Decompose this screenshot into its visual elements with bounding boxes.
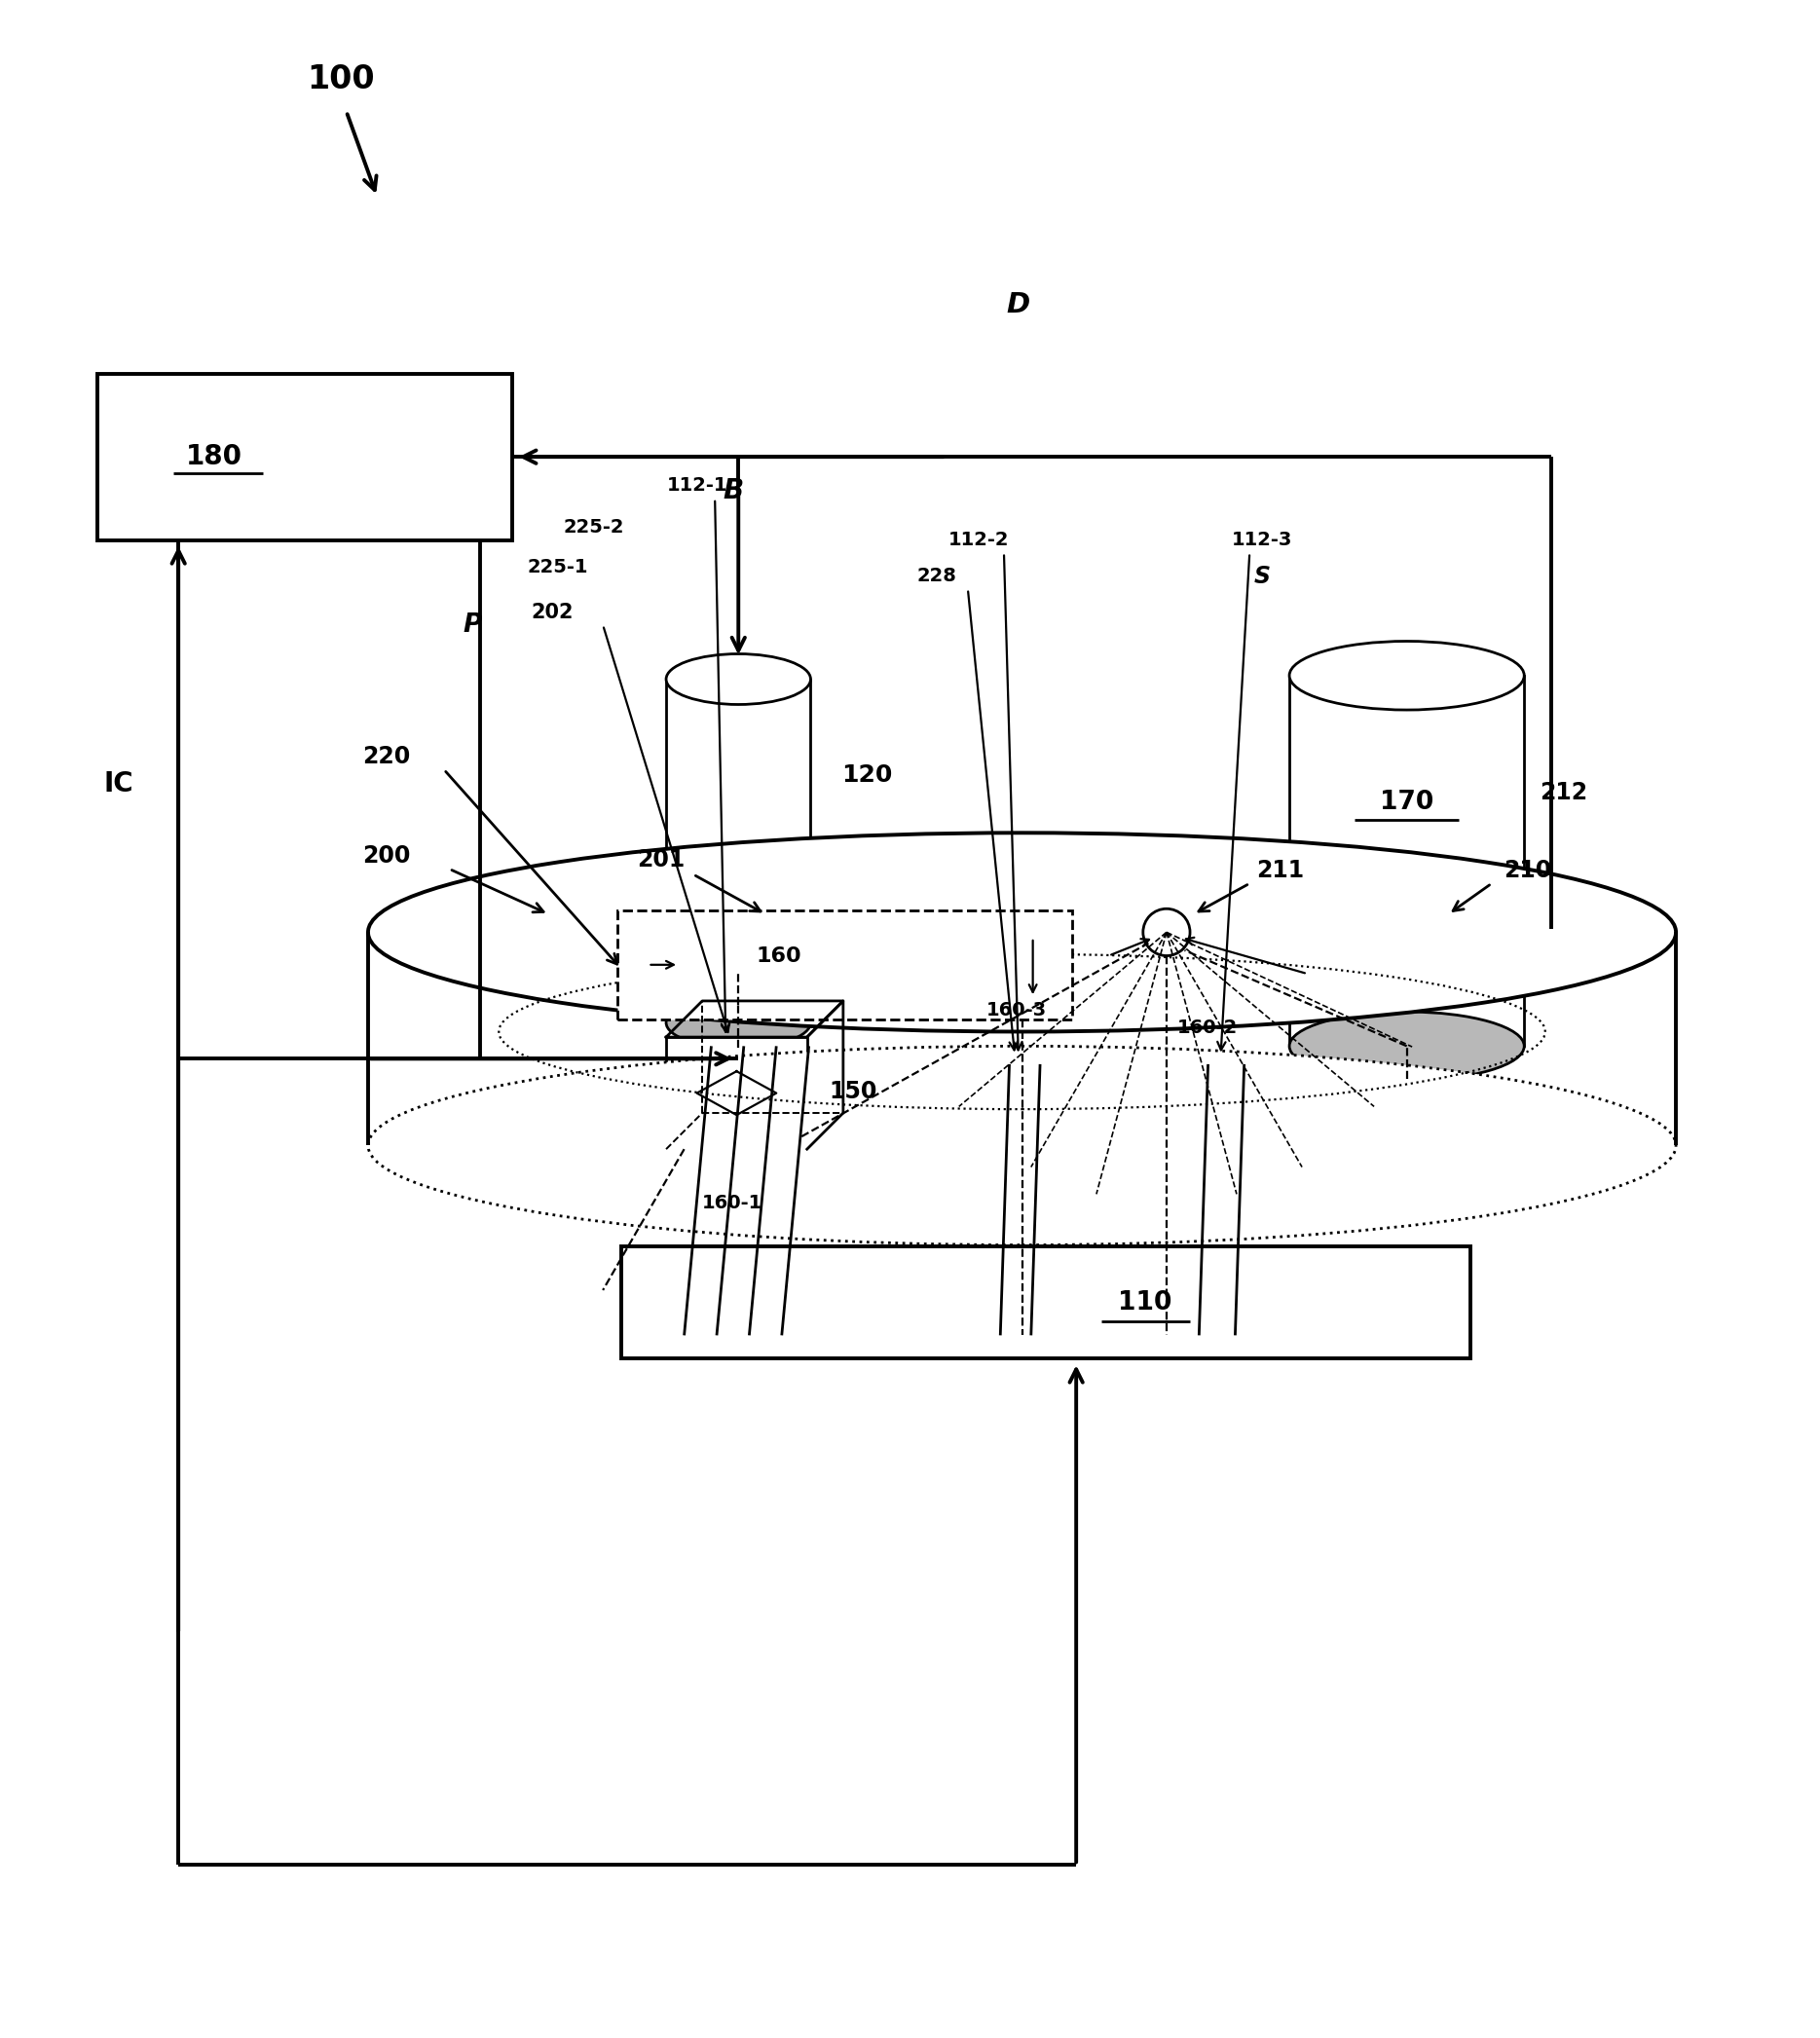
FancyBboxPatch shape bbox=[617, 911, 1072, 1019]
Text: 220: 220 bbox=[362, 746, 410, 768]
Text: 112-1: 112-1 bbox=[666, 477, 728, 495]
Text: 112-2: 112-2 bbox=[948, 530, 1008, 550]
FancyBboxPatch shape bbox=[666, 1037, 806, 1149]
Ellipse shape bbox=[368, 1045, 1676, 1245]
Ellipse shape bbox=[1289, 642, 1523, 709]
Text: 180: 180 bbox=[186, 442, 242, 471]
Ellipse shape bbox=[1289, 1011, 1523, 1080]
FancyBboxPatch shape bbox=[96, 373, 513, 540]
Text: P: P bbox=[464, 611, 482, 638]
Text: 202: 202 bbox=[531, 603, 573, 622]
Text: 200: 200 bbox=[362, 844, 410, 868]
Text: 170: 170 bbox=[1380, 789, 1434, 815]
Text: IC: IC bbox=[104, 770, 133, 797]
Ellipse shape bbox=[666, 654, 810, 705]
Text: 160: 160 bbox=[757, 946, 803, 966]
Text: 201: 201 bbox=[637, 848, 684, 872]
Text: 225-2: 225-2 bbox=[564, 518, 624, 536]
Text: 150: 150 bbox=[828, 1080, 877, 1103]
Text: 225-1: 225-1 bbox=[528, 558, 588, 577]
Text: 112-3: 112-3 bbox=[1232, 530, 1292, 550]
Text: 160-3: 160-3 bbox=[986, 1001, 1046, 1019]
Text: 212: 212 bbox=[1540, 781, 1587, 805]
FancyBboxPatch shape bbox=[666, 679, 810, 1023]
Text: 160-1: 160-1 bbox=[703, 1194, 763, 1213]
Text: D: D bbox=[1006, 291, 1030, 318]
Text: 110: 110 bbox=[1117, 1290, 1172, 1315]
Text: 228: 228 bbox=[917, 567, 957, 585]
Circle shape bbox=[1143, 909, 1190, 956]
Text: 210: 210 bbox=[1503, 860, 1552, 882]
Ellipse shape bbox=[666, 997, 810, 1048]
Text: 120: 120 bbox=[841, 764, 892, 787]
FancyBboxPatch shape bbox=[1289, 675, 1523, 1045]
Ellipse shape bbox=[368, 834, 1676, 1031]
Text: B: B bbox=[723, 477, 743, 505]
Text: 100: 100 bbox=[308, 63, 375, 96]
Text: 211: 211 bbox=[1256, 860, 1305, 882]
Text: S: S bbox=[1254, 565, 1270, 587]
Text: 160-2: 160-2 bbox=[1178, 1019, 1238, 1037]
FancyBboxPatch shape bbox=[621, 1247, 1471, 1359]
